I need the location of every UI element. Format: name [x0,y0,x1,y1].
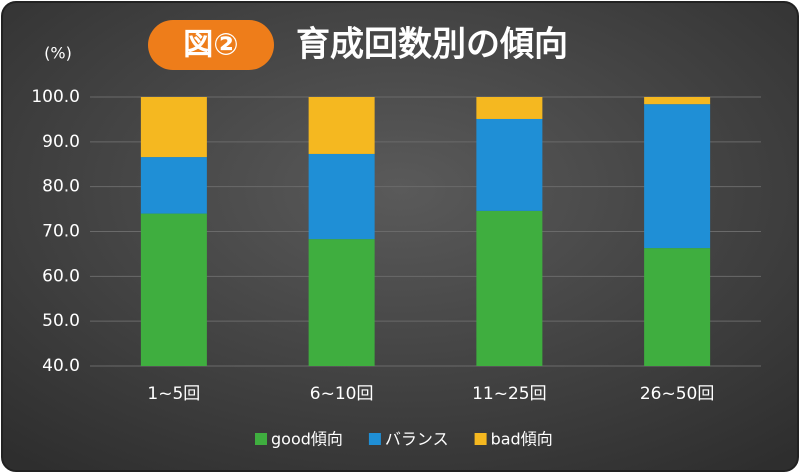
legend-label: good傾向 [271,430,343,449]
bar-segment [140,213,207,366]
bar-segment [476,97,543,119]
y-tick-label: 80.0 [42,177,80,197]
legend-swatch [368,433,381,445]
bar-segment [308,239,375,366]
y-axis-label: (%) [44,44,72,63]
badge: 図② [183,28,238,63]
y-tick-label: 90.0 [42,132,80,152]
bar-segment [308,97,375,154]
x-tick-label: 6~10回 [310,384,374,404]
x-tick-label: 26~50回 [640,384,715,404]
y-tick-label: 70.0 [42,222,80,242]
x-tick-label: 1~5回 [147,384,200,404]
y-tick-label: 60.0 [42,266,80,286]
bar-segment [140,97,207,158]
bar-segment [476,210,543,366]
legend-label: バランス [385,430,449,449]
bar-segment [644,104,711,249]
y-tick-label: 50.0 [42,311,80,331]
y-tick-label: 40.0 [42,356,80,376]
legend-label: bad傾向 [491,430,553,449]
x-tick-label: 11~25回 [472,384,547,404]
badge-box [148,20,274,70]
y-tick-label: 100.0 [31,87,80,107]
bar-segment [644,248,711,366]
bar-segment [308,153,375,240]
bar-segment [644,97,711,105]
bar-segment [476,118,543,211]
bar-segment [140,157,207,214]
legend-swatch [474,433,487,445]
legend-swatch [255,433,267,445]
chart-title: 育成回数別の傾向 [296,25,568,65]
